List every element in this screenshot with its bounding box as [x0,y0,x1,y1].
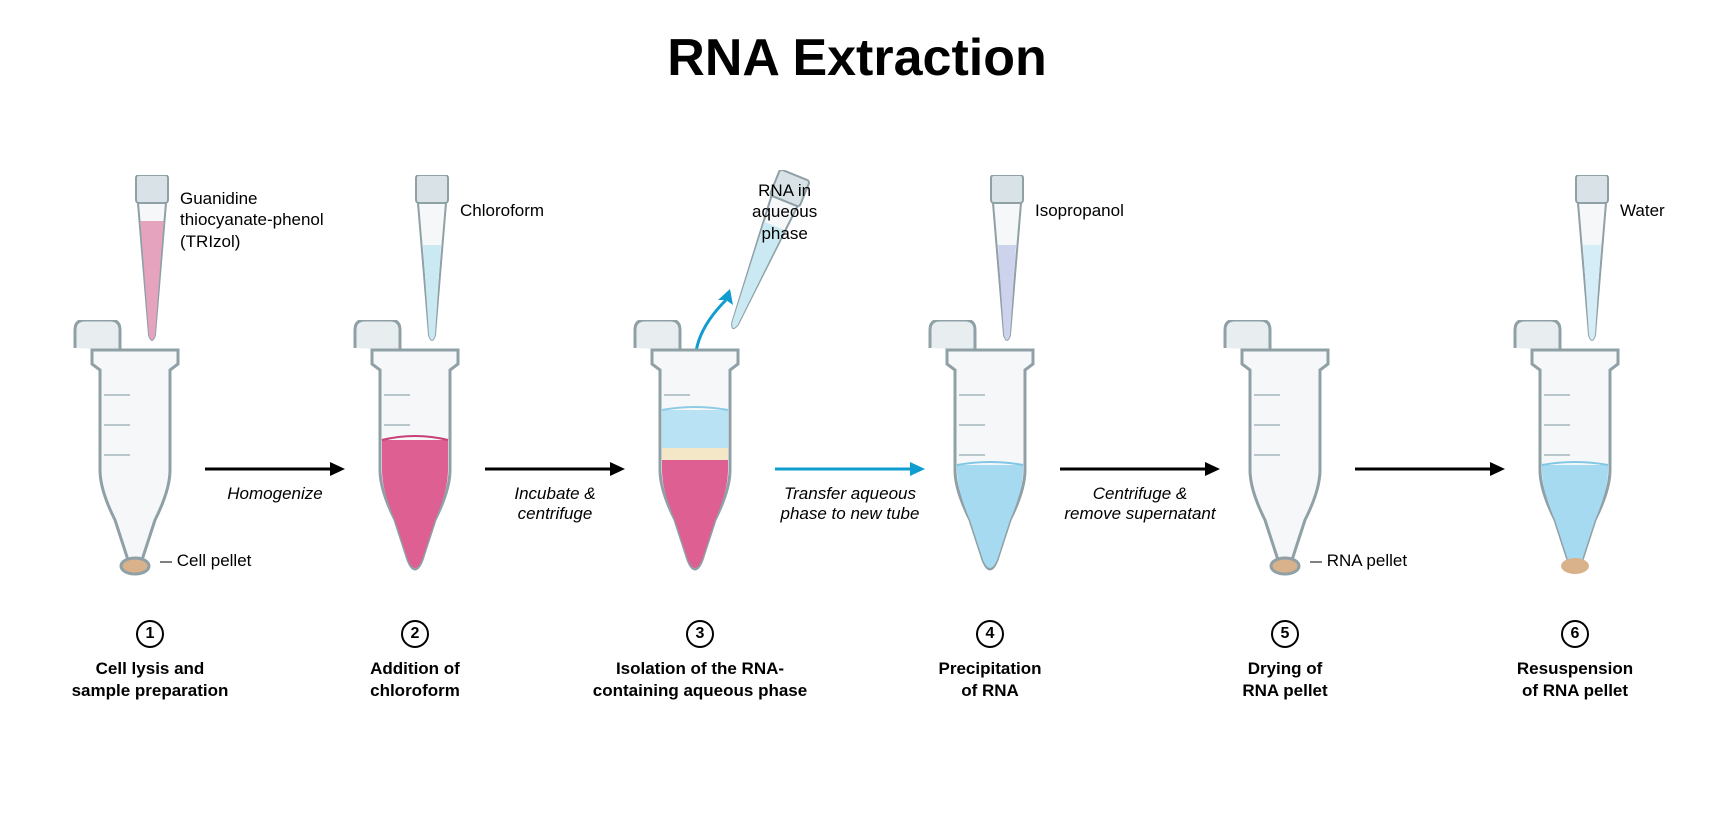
pipette-label-1: Guanidine thiocyanate-phenol (TRIzol) [180,188,324,252]
tube-1 [70,320,190,580]
step-1-number: 1 [136,620,164,648]
tube-3 [630,320,750,580]
step-3-label: 3 Isolation of the RNA- containing aqueo… [585,620,815,702]
step-3-title: Isolation of the RNA- containing aqueous… [585,658,815,702]
pipette-label-3: RNA in aqueous phase [752,180,817,244]
arrow-5 [1355,460,1505,478]
step-5-label: 5 Drying of RNA pellet [1205,620,1365,702]
arrow-label-4: Centrifuge & remove supernatant [1064,484,1215,525]
step-6-number: 6 [1561,620,1589,648]
arrow-3: Transfer aqueous phase to new tube [775,460,925,525]
cell-pellet-label: Cell pellet [160,550,251,571]
arrow-4: Centrifuge & remove supernatant [1060,460,1220,525]
page-title: RNA Extraction [0,0,1714,88]
step-1-title: Cell lysis and sample preparation [45,658,255,702]
step-2-label: 2 Addition of chloroform [335,620,495,702]
tube-6 [1510,320,1630,580]
arrow-label-3: Transfer aqueous phase to new tube [781,484,920,525]
pipette-label-6: Water [1620,200,1665,221]
step-6-title: Resuspension of RNA pellet [1495,658,1655,702]
tube-5 [1220,320,1340,580]
step-4-title: Precipitation of RNA [910,658,1070,702]
diagram-stage: Guanidine thiocyanate-phenol (TRIzol) Ce… [30,170,1684,790]
step-5-title: Drying of RNA pellet [1205,658,1365,702]
arrow-2: Incubate & centrifuge [485,460,625,525]
arrow-label-2: Incubate & centrifuge [514,484,595,525]
arrow-1: Homogenize [205,460,345,504]
rna-pellet-label: RNA pellet [1310,550,1407,571]
step-2-title: Addition of chloroform [335,658,495,702]
pipette-label-4: Isopropanol [1035,200,1124,221]
step-4-number: 4 [976,620,1004,648]
step-5-number: 5 [1271,620,1299,648]
step-2-number: 2 [401,620,429,648]
tube-4 [925,320,1045,580]
step-3-number: 3 [686,620,714,648]
step-1-label: 1 Cell lysis and sample preparation [45,620,255,702]
step-4-label: 4 Precipitation of RNA [910,620,1070,702]
arrow-label-1: Homogenize [227,484,322,504]
step-6-label: 6 Resuspension of RNA pellet [1495,620,1655,702]
pipette-label-2: Chloroform [460,200,544,221]
tube-2 [350,320,470,580]
